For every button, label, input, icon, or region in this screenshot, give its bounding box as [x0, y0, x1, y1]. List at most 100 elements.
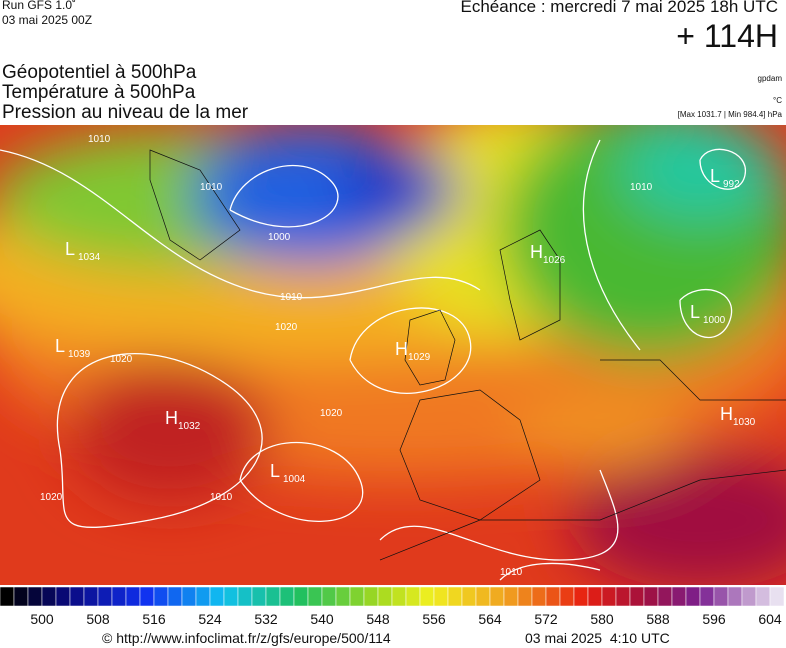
center-value: 1029	[408, 352, 431, 363]
colorbar-box	[657, 586, 673, 607]
center-letter: L	[710, 166, 720, 186]
center-value: 1039	[68, 349, 91, 360]
center-value: 1026	[543, 255, 566, 266]
colorbar-box	[27, 586, 43, 607]
colorbar-box	[377, 586, 393, 607]
isobars	[0, 139, 746, 581]
colorbar-tick-label: 508	[86, 611, 110, 627]
colorbar-box	[601, 586, 617, 607]
colorbar-tick-label: 500	[30, 611, 54, 627]
isobar-label: 1020	[110, 354, 133, 365]
colorbar-box	[335, 586, 351, 607]
colorbar-tick-label: 588	[646, 611, 670, 627]
unit: gpdam	[757, 74, 782, 83]
center-value: 1030	[733, 417, 756, 428]
colorbar-box	[195, 586, 211, 607]
colorbar-box	[279, 586, 295, 607]
center-value: 992	[723, 179, 740, 190]
colorbar-tick-label: 580	[590, 611, 614, 627]
colorbar-tick-label: 524	[198, 611, 222, 627]
colorbar-box	[13, 586, 29, 607]
colorbar-box	[97, 586, 113, 607]
isobar-label: 1020	[275, 322, 298, 333]
colorbar-box	[0, 586, 15, 607]
field: Température à 500hPa	[2, 82, 196, 103]
colorbar-tick-label: 572	[534, 611, 558, 627]
colorbar-box	[769, 586, 785, 607]
colorbar-box	[559, 586, 575, 607]
colorbar-box	[685, 586, 701, 607]
colorbar-box	[671, 586, 687, 607]
colorbar-box	[531, 586, 547, 607]
isobar-label: 1010	[500, 567, 523, 578]
colorbar-tick-label: 516	[142, 611, 166, 627]
colorbar-box	[125, 586, 141, 607]
colorbar-box	[419, 586, 435, 607]
colorbar-box	[167, 586, 183, 607]
colorbar-box	[629, 586, 645, 607]
center-letter: L	[55, 336, 65, 356]
center-letter: L	[270, 461, 280, 481]
colorbar-box	[699, 586, 715, 607]
center-letter: L	[690, 302, 700, 322]
isobar-label: 1010	[200, 182, 223, 193]
center-value: 1034	[78, 252, 101, 263]
field: Pression au niveau de la mer	[2, 102, 249, 123]
isobar-label: 1010	[210, 492, 233, 503]
pressure-range: [Max 1031.7 | Min 984.4] hPa	[677, 110, 782, 119]
center-letter: H	[395, 339, 408, 359]
center-letter: H	[530, 242, 543, 262]
colorbar-box	[615, 586, 631, 607]
colorbar-box	[545, 586, 561, 607]
colorbar-box	[111, 586, 127, 607]
colorbar-tick-label: 604	[758, 611, 782, 627]
footer-url: © http://www.infoclimat.fr/z/gfs/europe/…	[102, 630, 391, 646]
colorbar-box	[363, 586, 379, 607]
isobar-label: 1020	[320, 408, 343, 419]
colorbar-box	[405, 586, 421, 607]
colorbar-box	[713, 586, 729, 607]
colorbar-box	[727, 586, 743, 607]
colorbar-box	[349, 586, 365, 607]
colorbar-box	[475, 586, 491, 607]
colorbar-box	[237, 586, 253, 607]
isobar-label: 1020	[40, 492, 63, 503]
colorbar-box	[307, 586, 323, 607]
field: Géopotentiel à 500hPa	[2, 62, 197, 83]
center-value: 1004	[283, 474, 306, 485]
colorbar-box	[517, 586, 533, 607]
colorbar-box	[55, 586, 71, 607]
colorbar-box	[293, 586, 309, 607]
lead-time: + 114H	[676, 18, 778, 54]
isobar-label: 1000	[268, 232, 291, 243]
colorbar-box	[573, 586, 589, 607]
colorbar-box	[251, 586, 267, 607]
colorbar-box	[223, 586, 239, 607]
field-map	[0, 125, 786, 585]
colorbar-box	[391, 586, 407, 607]
colorbar-box	[265, 586, 281, 607]
colorbar-box	[447, 586, 463, 607]
colorbar-box	[643, 586, 659, 607]
isobar-label: 1010	[280, 292, 303, 303]
run: Run GFS 1.0˚	[2, 0, 77, 12]
coastlines	[149, 149, 786, 561]
isobar-label: 1010	[88, 134, 111, 145]
colorbar-box	[461, 586, 477, 607]
colorbar-box	[433, 586, 449, 607]
colorbar-box	[503, 586, 519, 607]
colorbar-box	[41, 586, 57, 607]
colorbar-box	[209, 586, 225, 607]
center-value: 1032	[178, 421, 201, 432]
colorbar-tick-label: 540	[310, 611, 334, 627]
center-letter: H	[720, 404, 733, 424]
colorbar-box	[489, 586, 505, 607]
colorbar-box	[181, 586, 197, 607]
footer-date: 03 mai 2025 4:10 UTC	[525, 630, 670, 646]
colorbar-box	[69, 586, 85, 607]
colorbar-box	[587, 586, 603, 607]
unit: °C	[773, 96, 782, 105]
isobar-label: 1010	[630, 182, 653, 193]
center-letter: H	[165, 408, 178, 428]
